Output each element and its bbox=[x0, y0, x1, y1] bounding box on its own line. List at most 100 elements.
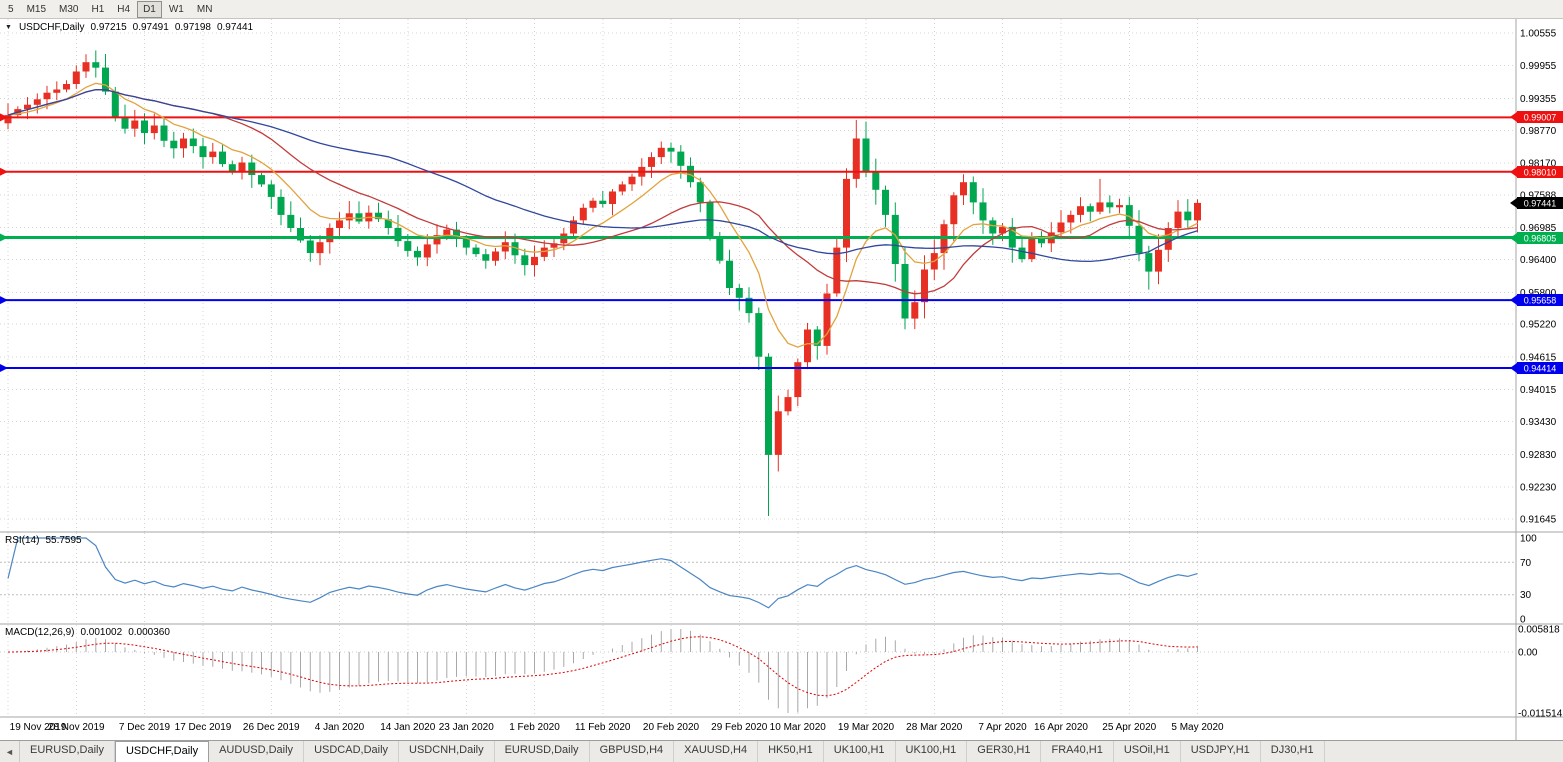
price-tag[interactable]: 0.94414 bbox=[1510, 362, 1563, 374]
date-tick: 17 Dec 2019 bbox=[175, 722, 232, 733]
svg-text:0.97441: 0.97441 bbox=[1524, 199, 1557, 209]
candle bbox=[92, 50, 100, 78]
candle bbox=[1194, 199, 1201, 233]
chart-tab[interactable]: XAUUSD,H4 bbox=[674, 741, 759, 762]
timeframe-button-H4[interactable]: H4 bbox=[117, 3, 131, 15]
price-tick: 0.99955 bbox=[1520, 61, 1557, 72]
price-tick: 0.92230 bbox=[1520, 483, 1557, 494]
chart-tab[interactable]: FRA40,H1 bbox=[1041, 741, 1114, 762]
chart-tab[interactable]: USDCAD,Daily bbox=[304, 741, 400, 762]
chart-tab[interactable]: HK50,H1 bbox=[758, 741, 824, 762]
date-tick: 23 Jan 2020 bbox=[439, 722, 494, 733]
candle bbox=[414, 246, 421, 266]
symbol-dropdown-icon[interactable]: ▼ bbox=[5, 24, 12, 31]
candle bbox=[160, 118, 168, 148]
timeframe-button-M30[interactable]: M30 bbox=[59, 3, 79, 15]
price-tick: 0.92830 bbox=[1520, 450, 1557, 461]
price-tag[interactable]: 0.97441 bbox=[1510, 197, 1563, 209]
candle bbox=[189, 128, 197, 154]
candle bbox=[696, 177, 704, 213]
tab-scroll-left-icon[interactable]: ◄ bbox=[0, 741, 20, 762]
candle bbox=[297, 217, 304, 243]
candle bbox=[63, 80, 70, 93]
candle bbox=[969, 176, 977, 215]
price-tag[interactable]: 0.99007 bbox=[1510, 111, 1563, 123]
chart-tab[interactable]: UK100,H1 bbox=[896, 741, 968, 762]
chart-tab[interactable]: USDCHF,Daily bbox=[114, 741, 210, 762]
price-tick: 0.91645 bbox=[1520, 515, 1557, 526]
candle bbox=[102, 54, 109, 95]
macd-value: 0.001002 bbox=[80, 627, 123, 638]
candle bbox=[375, 202, 382, 222]
horizontal-lines[interactable] bbox=[0, 113, 1516, 372]
candle bbox=[72, 65, 80, 89]
candle bbox=[1174, 200, 1182, 238]
date-tick: 14 Jan 2020 bbox=[380, 722, 435, 733]
candle bbox=[950, 192, 958, 242]
candle bbox=[735, 284, 743, 311]
price-tick: 0.94015 bbox=[1520, 385, 1557, 396]
timeframe-button-H1[interactable]: H1 bbox=[91, 3, 105, 15]
price-tick: 1.00555 bbox=[1520, 29, 1557, 40]
price-tag[interactable]: 0.95658 bbox=[1510, 294, 1563, 306]
candle bbox=[1086, 203, 1094, 222]
candle bbox=[53, 81, 61, 101]
macd-tick: -0.011514 bbox=[1518, 709, 1563, 720]
candle bbox=[345, 201, 353, 230]
candle bbox=[891, 202, 899, 282]
date-tick: 20 Feb 2020 bbox=[643, 722, 700, 733]
candle bbox=[794, 358, 802, 407]
chart-tab[interactable]: EURUSD,Daily bbox=[20, 741, 115, 762]
chart-tab[interactable]: AUDUSD,Daily bbox=[209, 741, 305, 762]
chart-tab[interactable]: USDJPY,H1 bbox=[1181, 741, 1261, 762]
chart-tab[interactable]: EURUSD,Daily bbox=[495, 741, 590, 762]
candle bbox=[628, 173, 636, 191]
price-tag[interactable]: 0.96805 bbox=[1510, 232, 1563, 244]
hline-left-marker bbox=[0, 167, 8, 176]
chart-tab[interactable]: DJ30,H1 bbox=[1261, 741, 1325, 762]
timeframe-button-D1[interactable]: D1 bbox=[137, 0, 162, 18]
candle bbox=[589, 197, 597, 213]
grid bbox=[0, 19, 1516, 717]
candle bbox=[843, 168, 850, 263]
symbol-header: ▼ USDCHF,Daily 0.97215 0.97491 0.97198 0… bbox=[5, 22, 253, 33]
timeframe-toolbar: 5 M15 M30 H1 H4 D1 W1 MN bbox=[0, 0, 1563, 19]
candle bbox=[823, 283, 831, 355]
timeframe-button-5[interactable]: 5 bbox=[8, 3, 14, 15]
candle bbox=[960, 174, 967, 205]
candle bbox=[901, 246, 909, 330]
candle bbox=[1106, 195, 1114, 214]
price-axis[interactable]: 1.00555 0.99955 0.99355 0.98770 0.98170 0.975… bbox=[1510, 29, 1563, 526]
timeframe-button-W1[interactable]: W1 bbox=[168, 3, 184, 15]
chart-canvas[interactable]: 1.00555 0.99955 0.99355 0.98770 0.98170 0.975… bbox=[0, 19, 1563, 740]
candle bbox=[258, 172, 265, 187]
candle bbox=[199, 137, 207, 169]
svg-text:0.98010: 0.98010 bbox=[1524, 168, 1557, 178]
date-tick: 10 Mar 2020 bbox=[770, 722, 827, 733]
macd-pane: 0.005818 0.00 -0.011514 bbox=[0, 625, 1563, 720]
pane-frames bbox=[0, 19, 1563, 740]
candle bbox=[1184, 199, 1192, 230]
rsi-tick: 30 bbox=[1520, 590, 1532, 601]
chart-tab[interactable]: GER30,H1 bbox=[967, 741, 1042, 762]
candle bbox=[1096, 178, 1104, 215]
rsi-label: RSI(14) bbox=[5, 535, 40, 546]
candle bbox=[1057, 210, 1065, 236]
chart-tab[interactable]: GBPUSD,H4 bbox=[590, 741, 675, 762]
hline-left-marker bbox=[0, 296, 8, 305]
candle bbox=[531, 245, 538, 277]
candle bbox=[989, 217, 997, 245]
chart-tab[interactable]: USOil,H1 bbox=[1114, 741, 1181, 762]
timeframe-button-M15[interactable]: M15 bbox=[26, 3, 47, 15]
candle bbox=[170, 131, 178, 159]
price-tick: 0.95800 bbox=[1520, 288, 1557, 299]
chart-tab[interactable]: UK100,H1 bbox=[824, 741, 896, 762]
candle bbox=[394, 215, 402, 247]
date-tick: 19 Mar 2020 bbox=[838, 722, 895, 733]
price-tag[interactable]: 0.98010 bbox=[1510, 166, 1563, 178]
chart-tab[interactable]: USDCNH,Daily bbox=[399, 741, 495, 762]
candle bbox=[521, 248, 529, 276]
symbol-title: USDCHF,Daily bbox=[18, 22, 85, 33]
timeframe-button-MN[interactable]: MN bbox=[196, 3, 213, 15]
